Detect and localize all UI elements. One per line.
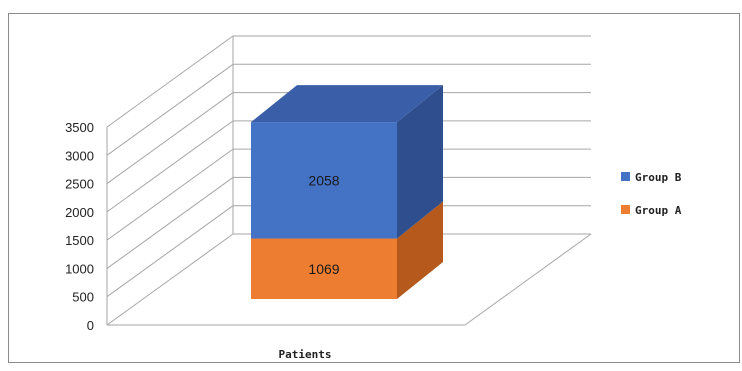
gridline-depth [106,233,234,326]
gridline-depth [106,148,234,241]
chart-walls [106,36,592,326]
legend-swatch-group-a [621,205,630,214]
gridline-depth [106,177,234,269]
data-labels: 1069 2058 [308,172,339,276]
y-axis-ticks: 0 500 1000 1500 2000 2500 3000 3500 [65,120,94,333]
y-tick-label: 2000 [65,205,94,220]
y-tick-label: 1500 [65,233,94,248]
bar-group-a [251,201,443,299]
gridline-depth [106,205,234,298]
gridline-depth [106,120,234,213]
bar-front-face [251,122,397,239]
bar-side-face [397,85,443,239]
gridline-depth [106,63,234,156]
legend-label-group-a: Group A [635,204,682,217]
y-tick-label: 2500 [65,177,94,192]
floor-right-edge [464,233,592,326]
legend-swatch-group-b [621,172,630,181]
data-label-group-a: 1069 [308,261,339,277]
bar-front-face [251,238,397,299]
y-tick-label: 3500 [65,120,94,135]
y-tick-label: 3000 [65,148,94,163]
y-tick-label: 0 [87,318,94,333]
y-tick-label: 500 [72,290,94,305]
gridline-depth [106,92,234,184]
bars [251,85,443,299]
data-label-group-b: 2058 [308,172,339,188]
legend: Group B Group A [621,171,682,217]
bar-group-b [251,85,443,239]
y-tick-label: 1000 [65,261,94,276]
legend-label-group-b: Group B [635,171,682,184]
bar-top-face [251,85,443,123]
bar-side-face [397,201,443,299]
gridline-depth [106,35,234,128]
x-tick-label-patients: Patients [279,348,332,361]
